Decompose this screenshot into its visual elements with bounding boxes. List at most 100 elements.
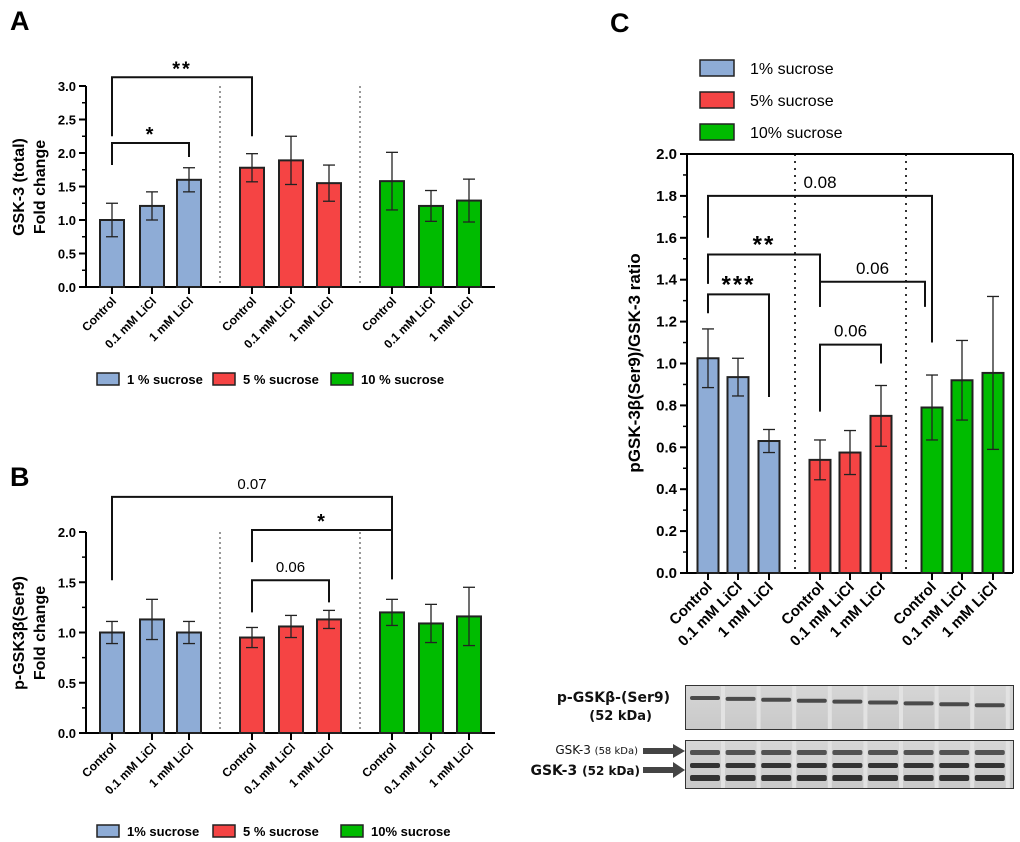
- y-axis-label: GSK-3 (total) Fold change: [11, 138, 49, 236]
- significance-bracket: [707, 253, 821, 307]
- blot-row2-name-58: GSK-3: [555, 743, 591, 757]
- protein-band: [868, 775, 898, 781]
- protein-band: [761, 775, 792, 781]
- protein-band: [690, 750, 720, 755]
- significance-label: *: [146, 124, 156, 146]
- y-tick-label: 0.5: [58, 676, 76, 691]
- bar: [316, 618, 342, 734]
- blot-row1-kda: (52 kDa): [589, 709, 652, 724]
- y-tick-label: 0.0: [656, 565, 677, 582]
- protein-band: [868, 700, 898, 705]
- protein-band: [796, 775, 827, 781]
- lane-gap: [756, 741, 761, 788]
- y-tick-label: 1.4: [656, 272, 678, 289]
- bar: [176, 631, 202, 734]
- protein-band: [903, 701, 934, 706]
- y-tick-label: 0.0: [58, 726, 76, 741]
- bar: [239, 636, 265, 735]
- significance-bracket: [111, 76, 253, 137]
- y-tick-label: 1.0: [656, 356, 677, 373]
- protein-band: [761, 750, 792, 755]
- protein-band: [974, 750, 1005, 755]
- y-axis-label-line: p-GSK3β(Ser9): [11, 576, 28, 690]
- protein-band: [939, 750, 970, 755]
- x-tick-label: Control: [79, 740, 119, 780]
- lane-gap: [934, 741, 939, 788]
- y-tick-label: 1.8: [656, 188, 677, 205]
- y-tick-label: 0.8: [656, 397, 677, 414]
- y-axis-label-line: Fold change: [32, 586, 49, 680]
- legend-swatch: [212, 372, 236, 386]
- panel-letter-c: C: [610, 8, 630, 38]
- protein-band: [974, 775, 1005, 781]
- protein-band: [690, 775, 720, 781]
- y-tick-label: 2.0: [656, 146, 677, 163]
- significance-bracket: [707, 194, 933, 343]
- lane-gap: [827, 741, 832, 788]
- legend-label: 10% sucrose: [750, 125, 843, 142]
- bar: [239, 166, 265, 289]
- y-axis-label-line: GSK-3 (total): [11, 138, 28, 236]
- significance-label: ***: [721, 271, 755, 298]
- significance-bracket: [819, 280, 926, 307]
- lane-gap: [792, 686, 797, 729]
- bar: [696, 357, 720, 575]
- blot-row2-kda-52: (52 kDa): [582, 764, 640, 778]
- significance-label: 0.06: [276, 559, 305, 576]
- lane-gap: [863, 741, 868, 788]
- bar: [139, 204, 165, 288]
- protein-band: [832, 699, 863, 704]
- lane-gap: [1005, 686, 1010, 729]
- y-tick-label: 0.5: [58, 247, 76, 262]
- bar: [278, 625, 304, 734]
- lane-gap: [721, 686, 725, 729]
- protein-band: [868, 763, 898, 768]
- protein-band: [868, 750, 898, 755]
- blot-row1-label: p-GSKβ-(Ser9): [556, 690, 670, 706]
- y-tick-label: 1.5: [58, 575, 76, 590]
- y-tick-label: 1.2: [656, 314, 677, 331]
- lane-gap: [756, 686, 761, 729]
- panel-c-chart: 0.0 0.2 0.4 0.6 0.8 1.0 1.2 1.4 1.6 1.8 2.0 pGSK-3β…: [625, 59, 1014, 650]
- y-tick-label: 2.0: [58, 146, 76, 161]
- y-tick-label: 0.2: [656, 523, 677, 540]
- protein-band: [796, 698, 827, 703]
- protein-band: [832, 775, 863, 781]
- significance-bracket: [251, 528, 393, 580]
- bar: [379, 611, 405, 735]
- y-axis-label: pGSK-3β(Ser9)/GSK-3 ratio: [625, 253, 644, 472]
- lane-gap: [721, 741, 725, 788]
- panel-letter-a: A: [10, 6, 30, 36]
- y-tick-label: 1.0: [58, 213, 76, 228]
- arrow-icon: [643, 744, 685, 758]
- protein-band: [690, 763, 720, 768]
- y-axis-label-line: Fold change: [32, 140, 49, 234]
- significance-label: 0.06: [856, 259, 889, 278]
- y-tick-label: 1.0: [58, 626, 76, 641]
- legend-swatch: [699, 59, 735, 77]
- significance-bracket: [707, 293, 770, 398]
- significance-bracket: [819, 343, 882, 412]
- significance-bracket: [251, 579, 330, 613]
- protein-band: [761, 763, 792, 768]
- y-tick-label: 0.0: [58, 280, 76, 295]
- protein-band: [690, 696, 720, 700]
- protein-band: [761, 697, 792, 702]
- blot-image-pgsk: [685, 685, 1014, 730]
- protein-band: [725, 696, 756, 701]
- protein-band: [903, 763, 934, 768]
- protein-band: [796, 763, 827, 768]
- protein-band: [832, 750, 863, 755]
- significance-bracket: [111, 141, 190, 166]
- protein-band: [974, 703, 1005, 708]
- blot-row2-label-58: GSK-3 (58 kDa): [540, 743, 638, 757]
- lane-gap: [1005, 741, 1010, 788]
- blot-row2-label-52: GSK-3 (52 kDa): [520, 763, 640, 779]
- legend-swatch: [212, 824, 236, 838]
- bar: [757, 440, 781, 575]
- panel-letter-b: B: [10, 462, 30, 492]
- y-tick-label: 0.6: [656, 439, 677, 456]
- significance-label: 0.06: [834, 322, 867, 341]
- arrow-icon: [643, 762, 685, 778]
